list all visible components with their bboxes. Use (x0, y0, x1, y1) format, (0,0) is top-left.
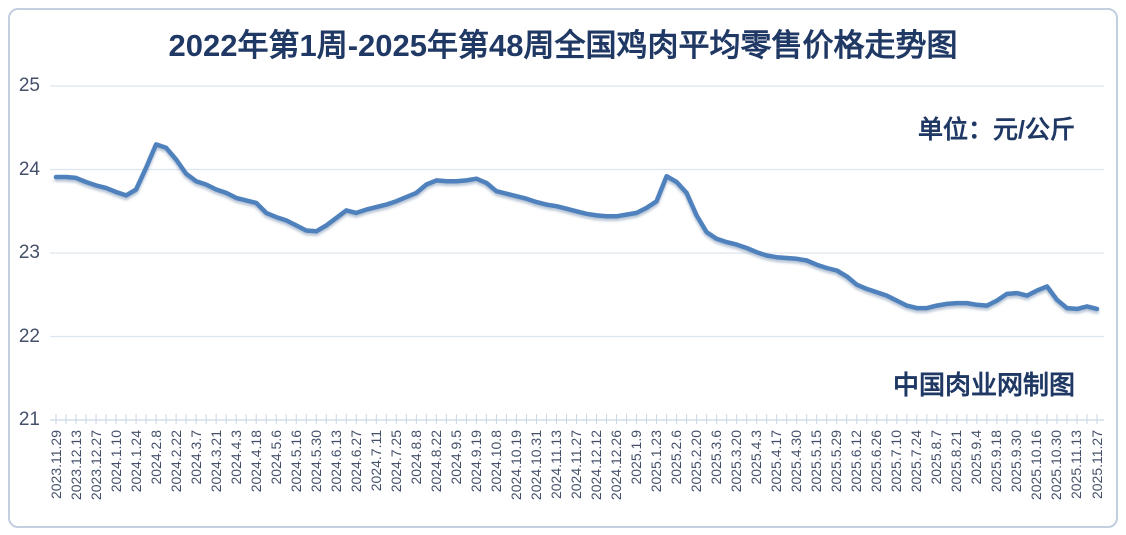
x-axis-label: 2023.12.27 (87, 430, 104, 501)
x-axis-label: 2024.8.8 (407, 430, 424, 485)
x-axis-label: 2025.11.13 (1068, 430, 1085, 500)
x-axis-label: 2025.7.24 (908, 430, 925, 493)
y-axis-label: 23 (18, 242, 40, 263)
x-axis-label: 2024.7.25 (387, 430, 404, 493)
x-axis-label: 2024.10.31 (527, 430, 544, 501)
x-axis-label: 2024.5.6 (267, 430, 284, 485)
x-axis-label: 2024.5.16 (287, 430, 304, 493)
x-axis-label: 2025.5.29 (828, 430, 845, 493)
x-axis-label: 2025.2.6 (668, 430, 685, 485)
y-axis-label: 24 (18, 158, 40, 180)
x-axis-label: 2024.11.13 (547, 430, 564, 500)
x-axis-label: 2024.1.10 (107, 430, 124, 493)
x-axis-label: 2024.3.21 (207, 430, 224, 493)
x-axis-label: 2024.1.24 (127, 430, 144, 493)
x-axis-label: 2025.6.12 (848, 430, 865, 493)
x-axis-label: 2025.3.20 (728, 430, 745, 493)
x-axis-label: 2025.4.17 (768, 430, 785, 493)
x-axis-label: 2025.8.21 (948, 430, 965, 493)
x-axis-label: 2025.9.18 (988, 430, 1005, 493)
x-axis-label: 2025.3.6 (708, 430, 725, 485)
x-axis-label: 2025.10.30 (1048, 430, 1065, 501)
x-axis-label: 2025.8.7 (928, 430, 945, 485)
x-axis-label: 2024.6.13 (327, 430, 344, 493)
x-axis-label: 2025.4.30 (788, 430, 805, 493)
gridlines (50, 85, 1104, 421)
x-axis-label: 2024.9.5 (447, 430, 464, 485)
x-axis-label: 2024.12.26 (608, 430, 625, 501)
x-axis-label: 2024.2.22 (167, 430, 184, 493)
x-axis-label: 2025.1.23 (648, 430, 665, 493)
x-axis-label: 2024.4.3 (227, 430, 244, 485)
x-axis-label: 2024.10.19 (507, 430, 524, 501)
x-axis-label: 2024.6.27 (347, 430, 364, 493)
unit-label: 单位：元/公斤 (918, 116, 1075, 144)
x-axis-label: 2025.10.16 (1028, 430, 1045, 501)
x-axis-label: 2025.1.9 (628, 430, 645, 485)
x-axis-label: 2023.12.13 (67, 430, 84, 501)
x-axis-label: 2024.11.27 (568, 430, 584, 500)
x-axis-label: 2025.9.30 (1008, 430, 1025, 493)
x-axis-label: 2025.11.27 (1088, 430, 1105, 500)
price-line (53, 142, 1100, 312)
x-axis-label: 2024.12.12 (588, 430, 605, 501)
y-axis-label: 22 (18, 325, 40, 347)
x-axis-label: 2025.7.10 (888, 430, 905, 493)
x-axis-label: 2024.7.11 (367, 430, 384, 492)
x-axis-label: 2024.5.30 (307, 430, 324, 493)
y-axis-label: 25 (18, 75, 40, 96)
x-axis-label: 2024.10.8 (487, 430, 504, 493)
x-axis-label: 2024.4.18 (247, 430, 264, 493)
x-axis-label: 2024.9.19 (467, 430, 484, 493)
x-axis-label: 2025.4.3 (748, 430, 765, 485)
x-axis-label: 2025.5.15 (808, 430, 825, 493)
x-axis-label: 2025.2.20 (688, 430, 705, 493)
x-axis-label: 2024.8.22 (427, 430, 444, 493)
x-axis-ticks (55, 414, 1098, 424)
x-axis-label: 2025.6.26 (868, 430, 885, 493)
x-axis-label: 2023.11.29 (47, 430, 64, 500)
y-axis-label: 21 (18, 409, 40, 430)
x-axis-label: 2024.3.7 (187, 430, 204, 485)
x-axis-label: 2024.2.8 (147, 430, 164, 485)
x-axis-label: 2025.9.4 (968, 430, 985, 485)
chart-title: 2022年第1周-2025年第48周全国鸡肉平均零售价格走势图 (168, 28, 958, 63)
credit-label: 中国肉业网制图 (892, 370, 1075, 400)
